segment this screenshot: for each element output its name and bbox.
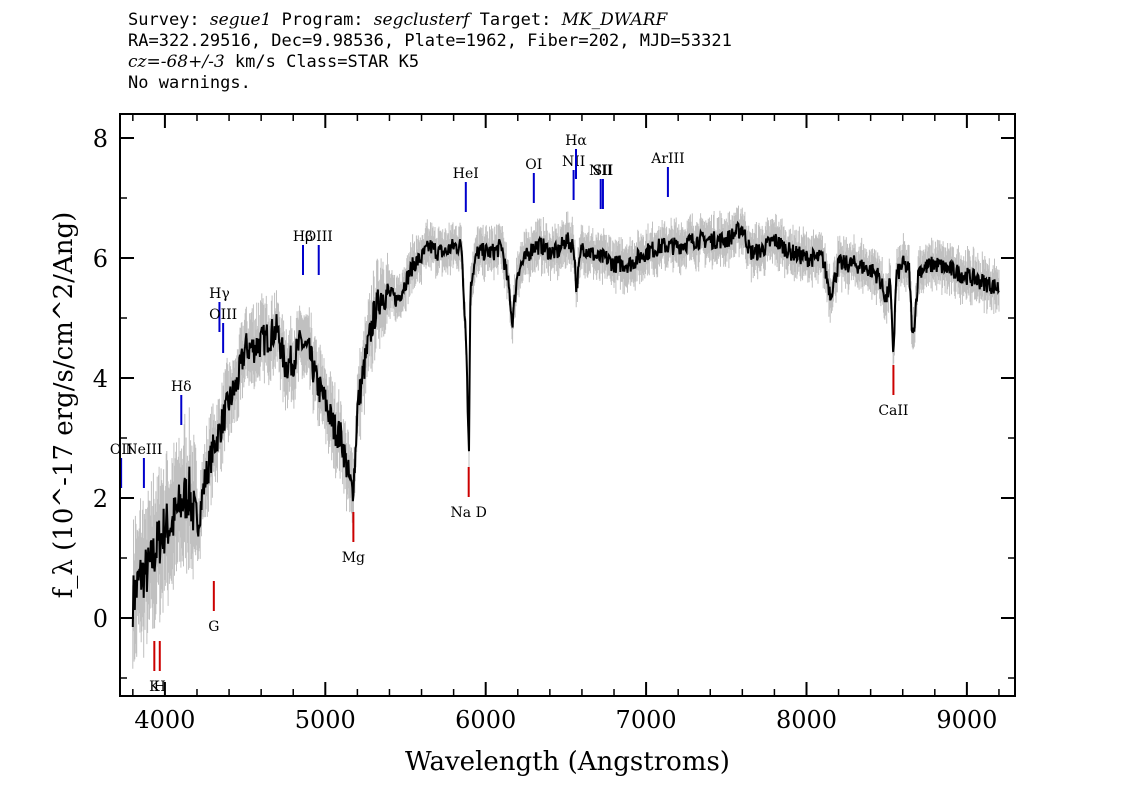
- spectrum-header: Survey: segue1 Program: segclusterf Targ…: [128, 10, 732, 94]
- line-label: K: [149, 679, 160, 695]
- line-label: OIII: [209, 307, 237, 323]
- x-tick-label: 8000: [776, 706, 837, 734]
- target-value: MK_DWARF: [561, 10, 668, 30]
- x-tick-label: 4000: [134, 706, 195, 734]
- line-label: OIII: [305, 229, 333, 245]
- survey-line: Survey: segue1 Program: segclusterf Targ…: [128, 10, 668, 30]
- line-label: ArIII: [650, 151, 684, 167]
- coordinates-line: RA=322.29516, Dec=9.98536, Plate=1962, F…: [128, 31, 732, 51]
- line-label: G: [208, 619, 219, 635]
- y-tick-label: 0: [93, 605, 108, 633]
- line-label: OI: [525, 157, 542, 173]
- line-label: CaII: [878, 403, 908, 419]
- flux-line: [131, 220, 1000, 628]
- program-value: segclusterf: [373, 10, 470, 30]
- y-tick-label: 8: [93, 125, 108, 153]
- line-label: NeIII: [125, 442, 162, 458]
- x-tick-label: 5000: [295, 706, 356, 734]
- warnings-line: No warnings.: [128, 73, 251, 93]
- axes: 4000 5000 6000 7000 8000 9000 0 2 4 6 8: [93, 114, 1015, 734]
- line-label: Mg: [342, 550, 365, 566]
- line-label: Hα: [565, 133, 587, 149]
- line-label: Na D: [451, 505, 487, 521]
- line-label: OII: [110, 442, 133, 458]
- redshift-line: cz=-68+/-3 km/s Class=STAR K5: [128, 52, 420, 72]
- y-axis-label: f_λ (10^-17 erg/s/cm^2/Ang): [49, 212, 79, 598]
- line-label: HeI: [453, 166, 479, 182]
- y-tick-label: 4: [93, 365, 108, 393]
- x-tick-label: 9000: [936, 706, 997, 734]
- class-text: km/s Class=STAR K5: [234, 52, 420, 72]
- line-label: Hβ: [293, 229, 313, 245]
- y-tick-label: 2: [93, 485, 108, 513]
- x-tick-label: 6000: [455, 706, 516, 734]
- plot-frame: [119, 113, 1016, 697]
- survey-value: segue1: [209, 10, 272, 30]
- line-label: NII: [562, 154, 585, 170]
- y-tick-label: 6: [93, 245, 108, 273]
- line-label: Hγ: [209, 286, 230, 302]
- line-label: NII: [589, 163, 612, 179]
- x-axis-label: Wavelength (Angstroms): [405, 747, 730, 777]
- line-label: Hδ: [171, 379, 192, 395]
- cz-value: -68+/-3: [160, 52, 225, 72]
- x-tick-label: 7000: [616, 706, 677, 734]
- line-label: SII: [593, 163, 614, 179]
- line-label: H: [154, 679, 166, 695]
